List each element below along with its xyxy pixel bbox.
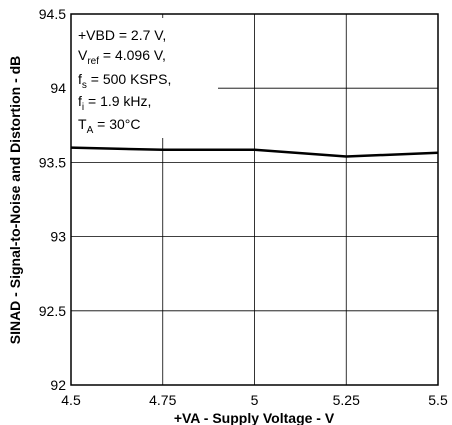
y-tick-labels: 92 92.5 93 93.5 94 94.5 [39, 6, 66, 393]
annotation-line-ta: TA = 30°C [78, 116, 140, 136]
x-tick-label: 5.5 [428, 392, 448, 408]
y-tick-label: 93.5 [39, 154, 66, 170]
x-tick-label: 5.25 [333, 392, 360, 408]
plot-frame [70, 13, 439, 386]
y-tick-label: 92.5 [39, 303, 66, 319]
annotation-line-fs: fs = 500 KSPS, [78, 71, 171, 91]
y-tick-label: 92 [50, 377, 66, 393]
annotation-line-vbd: +VBD = 2.7 V, [78, 27, 166, 43]
annotation-line-vref: Vref = 4.096 V, [78, 47, 166, 67]
x-tick-label: 4.75 [149, 392, 176, 408]
annotation-box: +VBD = 2.7 V, Vref = 4.096 V, fs = 500 K… [70, 18, 218, 138]
x-tick-label: 5 [251, 392, 259, 408]
y-tick-label: 94 [50, 80, 66, 96]
x-tick-label: 4.5 [61, 392, 81, 408]
x-tick-labels: 4.5 4.75 5 5.25 5.5 [61, 392, 448, 408]
annotation-background [70, 18, 218, 138]
series-group [70, 146, 439, 158]
y-tick-label: 94.5 [39, 6, 66, 22]
annotation-line-fi: fi = 1.9 kHz, [78, 93, 151, 113]
y-tick-label: 93 [50, 229, 66, 245]
x-axis-title: +VA - Supply Voltage - V [174, 410, 335, 425]
y-axis-title: SINAD - Signal-to-Noise and Distortion -… [7, 56, 23, 345]
